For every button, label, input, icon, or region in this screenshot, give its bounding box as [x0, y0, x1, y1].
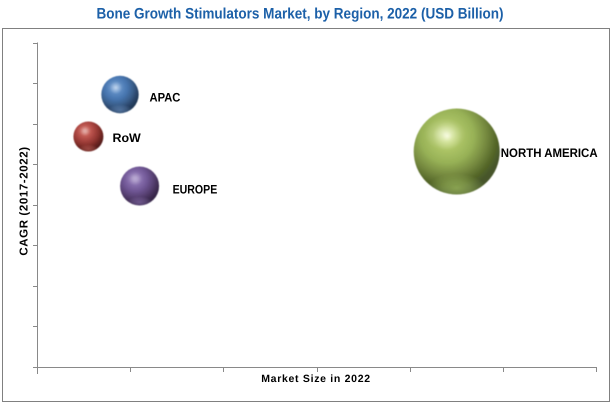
svg-text:Market Size in 2022: Market Size in 2022	[261, 373, 371, 385]
svg-text:EUROPE: EUROPE	[173, 183, 218, 197]
svg-text:Bone Growth Stimulators Market: Bone Growth Stimulators Market, by Regio…	[96, 6, 503, 23]
svg-text:RoW: RoW	[113, 131, 142, 145]
svg-text:CAGR (2017-2022): CAGR (2017-2022)	[19, 146, 31, 255]
svg-text:NORTH AMERICA: NORTH AMERICA	[501, 146, 598, 160]
svg-text:APAC: APAC	[150, 90, 181, 104]
